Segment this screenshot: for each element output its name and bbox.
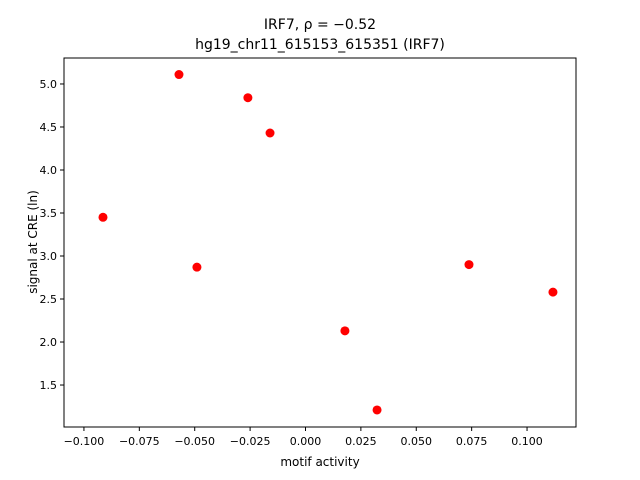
- y-tick-label: 3.0: [40, 250, 58, 263]
- x-tick-label: 0.025: [345, 435, 377, 448]
- point: [372, 405, 382, 415]
- x-tick-label: −0.075: [119, 435, 160, 448]
- y-tick-label: 5.0: [40, 78, 58, 91]
- plot-frame: [63, 57, 577, 428]
- point: [464, 260, 474, 270]
- x-tick-label: −0.025: [230, 435, 271, 448]
- chart-subtitle: hg19_chr11_615153_615351 (IRF7): [195, 37, 445, 53]
- y-tick-label: 4.0: [40, 164, 58, 177]
- point: [98, 212, 108, 222]
- y-tick-label: 2.0: [40, 336, 58, 349]
- y-tick-label: 3.5: [40, 207, 58, 220]
- x-tick-label: 0.050: [401, 435, 433, 448]
- x-tick-label: 0.100: [511, 435, 543, 448]
- x-tick-label: −0.100: [64, 435, 105, 448]
- y-axis-label: signal at CRE (ln): [26, 190, 40, 294]
- point: [548, 287, 558, 297]
- point: [340, 326, 350, 336]
- chart-title: IRF7, ρ = −0.52: [264, 17, 376, 33]
- y-tick-label: 4.5: [40, 121, 58, 134]
- x-tick-label: −0.050: [174, 435, 215, 448]
- x-tick-label: 0.075: [456, 435, 488, 448]
- y-tick-label: 2.5: [40, 293, 58, 306]
- point: [265, 128, 275, 138]
- point: [243, 93, 253, 103]
- point: [192, 262, 202, 272]
- x-axis-label: motif activity: [280, 455, 359, 469]
- x-tick-label: 0.000: [290, 435, 322, 448]
- point: [174, 70, 184, 80]
- y-tick-label: 1.5: [40, 379, 58, 392]
